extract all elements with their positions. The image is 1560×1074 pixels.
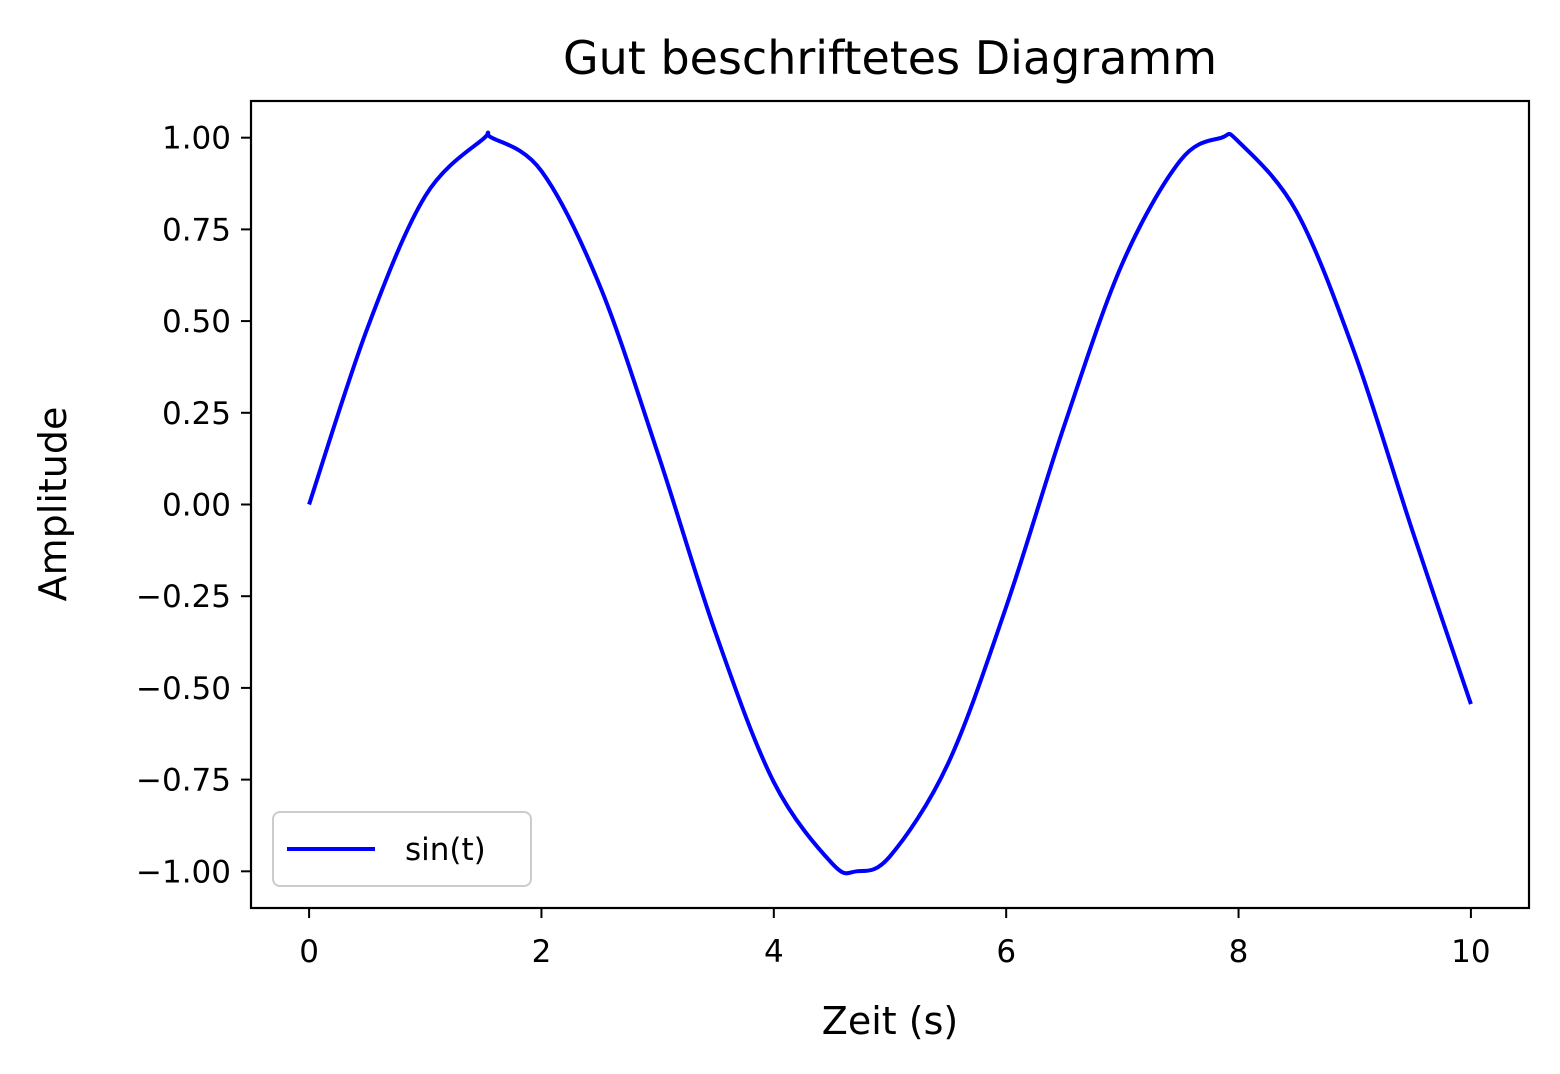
x-tick-label: 6 [996, 934, 1016, 970]
x-axis-label: Zeit (s) [822, 999, 958, 1043]
y-tick-label: −0.50 [136, 671, 231, 707]
data-point [366, 327, 369, 330]
y-axis-label: Amplitude [31, 407, 75, 602]
data-point [1220, 136, 1223, 139]
legend: sin(t) [272, 811, 532, 887]
legend-box [272, 811, 532, 887]
series-line-0 [307, 130, 1473, 876]
plot-area [251, 101, 1529, 908]
data-point [490, 136, 493, 139]
x-tick-label: 0 [299, 934, 319, 970]
y-tick-label: 0.00 [162, 488, 231, 524]
data-point [1179, 159, 1182, 162]
data-point [889, 855, 892, 858]
data-point [830, 862, 833, 865]
data-point [1005, 605, 1008, 608]
data-point [714, 632, 717, 635]
data-point [424, 195, 427, 198]
chart-title: Gut beschriftetes Diagramm [563, 31, 1217, 85]
data-point [1411, 531, 1414, 534]
data-point [1469, 703, 1472, 706]
data-point [1237, 140, 1240, 143]
data-point [1121, 262, 1124, 265]
y-tick-label: 0.25 [162, 396, 231, 432]
data-point [1295, 210, 1298, 213]
y-tick-label: −1.00 [136, 854, 231, 890]
data-point [598, 284, 601, 287]
data-point [772, 781, 775, 784]
y-tick-label: 0.50 [162, 304, 231, 340]
plot-frame [249, 99, 1531, 910]
data-point [855, 870, 858, 873]
data-point [308, 503, 311, 506]
x-tick-label: 8 [1229, 934, 1249, 970]
y-axis-ticks: 1.00 0.75 0.50 0.25 0.00 −0.25 −0.50 −0.75 −1.00 [136, 121, 251, 890]
y-tick-label: 1.00 [162, 121, 231, 157]
data-point [1063, 424, 1066, 427]
data-point [540, 170, 543, 173]
y-tick-label: 0.75 [162, 212, 231, 248]
y-tick-label: −0.25 [136, 579, 231, 615]
x-axis-ticks: 0 2 4 6 8 10 [299, 908, 1491, 970]
x-tick-label: 10 [1451, 934, 1490, 970]
y-tick-label: −0.75 [136, 763, 231, 799]
legend-label: sin(t) [405, 832, 486, 868]
x-tick-label: 4 [764, 934, 784, 970]
x-tick-label: 2 [532, 934, 552, 970]
series-layer [307, 130, 1473, 876]
data-point [947, 762, 950, 765]
data-point [482, 137, 485, 140]
data-point [656, 451, 659, 454]
data-point [1353, 352, 1356, 355]
